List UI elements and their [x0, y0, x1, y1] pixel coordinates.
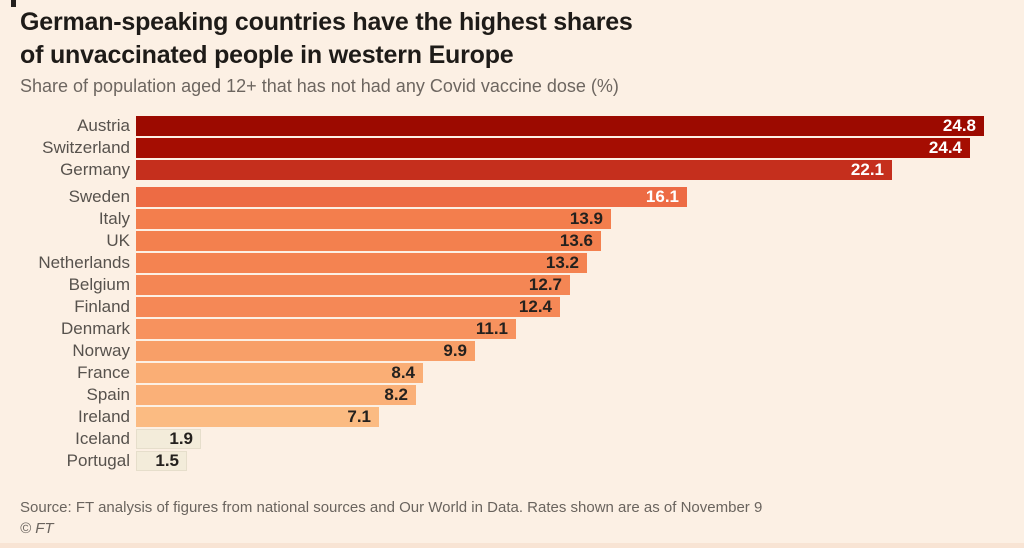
bar-track: 12.4 — [136, 297, 1024, 317]
bar-value-label: 22.1 — [850, 160, 884, 179]
source-note: Source: FT analysis of figures from nati… — [20, 499, 763, 516]
bar-value-label: 16.1 — [645, 187, 679, 206]
bar-germany: 22.1 — [136, 160, 892, 180]
bar-value-label: 1.5 — [155, 451, 179, 470]
bar-norway: 9.9 — [136, 341, 475, 361]
bar-value-label: 24.8 — [942, 116, 976, 135]
bar-italy: 13.9 — [136, 209, 611, 229]
chart-row-switzerland: Switzerland 24.4 — [0, 138, 1024, 158]
country-label: Italy — [98, 209, 130, 228]
bar-track: 1.9 — [136, 429, 1024, 449]
bar-value-label: 13.9 — [569, 209, 603, 228]
country-label: Portugal — [66, 451, 130, 470]
bar-track: 24.4 — [136, 138, 1024, 158]
bar-france: 8.4 — [136, 363, 423, 383]
country-label: Ireland — [78, 407, 130, 426]
bar-value-label: 12.7 — [528, 275, 562, 294]
copyright-note: © FT — [20, 520, 54, 537]
bar-switzerland: 24.4 — [136, 138, 970, 158]
country-label: Netherlands — [38, 253, 130, 272]
chart-row-france: France 8.4 — [0, 363, 1024, 383]
bar-chart: Austria 24.8 Switzerland 24.4 Germany 22.1 Swe… — [0, 116, 1024, 473]
bar-value-label: 7.1 — [347, 407, 371, 426]
bar-track: 12.7 — [136, 275, 1024, 295]
bar-belgium: 12.7 — [136, 275, 570, 295]
bar-value-label: 8.4 — [391, 363, 415, 382]
screen-artifact — [11, 0, 16, 7]
bar-track: 8.4 — [136, 363, 1024, 383]
bar-value-label: 12.4 — [518, 297, 552, 316]
chart-row-netherlands: Netherlands 13.2 — [0, 253, 1024, 273]
chart-row-sweden: Sweden 16.1 — [0, 187, 1024, 207]
bar-track: 22.1 — [136, 160, 1024, 180]
chart-row-finland: Finland 12.4 — [0, 297, 1024, 317]
country-label: France — [77, 363, 130, 382]
bar-track: 7.1 — [136, 407, 1024, 427]
bar-netherlands: 13.2 — [136, 253, 587, 273]
bar-value-label: 8.2 — [384, 385, 408, 404]
chart-row-italy: Italy 13.9 — [0, 209, 1024, 229]
bar-austria: 24.8 — [136, 116, 984, 136]
country-label: Iceland — [75, 429, 130, 448]
chart-row-denmark: Denmark 11.1 — [0, 319, 1024, 339]
bar-denmark: 11.1 — [136, 319, 516, 339]
country-label: Germany — [60, 160, 130, 179]
bar-track: 9.9 — [136, 341, 1024, 361]
bar-spain: 8.2 — [136, 385, 416, 405]
bar-value-label: 13.6 — [559, 231, 593, 250]
bar-track: 13.6 — [136, 231, 1024, 251]
country-label: Denmark — [61, 319, 130, 338]
chart-row-spain: Spain 8.2 — [0, 385, 1024, 405]
bar-value-label: 1.9 — [169, 429, 193, 448]
chart-row-ireland: Ireland 7.1 — [0, 407, 1024, 427]
bar-track: 8.2 — [136, 385, 1024, 405]
bar-track: 11.1 — [136, 319, 1024, 339]
bar-uk: 13.6 — [136, 231, 601, 251]
bar-ireland: 7.1 — [136, 407, 379, 427]
bottom-edge-strip — [0, 543, 1024, 548]
chart-title-line2: of unvaccinated people in western Europe — [20, 41, 514, 69]
chart-title-line1: German-speaking countries have the highe… — [20, 8, 633, 36]
bar-iceland: 1.9 — [136, 429, 201, 449]
country-label: Sweden — [68, 187, 130, 206]
chart-row-germany: Germany 22.1 — [0, 160, 1024, 180]
bar-track: 13.2 — [136, 253, 1024, 273]
country-label: Belgium — [68, 275, 130, 294]
bar-finland: 12.4 — [136, 297, 560, 317]
chart-row-iceland: Iceland 1.9 — [0, 429, 1024, 449]
chart-subtitle: Share of population aged 12+ that has no… — [20, 76, 619, 96]
country-label: Finland — [74, 297, 130, 316]
chart-row-austria: Austria 24.8 — [0, 116, 1024, 136]
chart-row-portugal: Portugal 1.5 — [0, 451, 1024, 471]
bar-track: 13.9 — [136, 209, 1024, 229]
country-label: Austria — [77, 116, 130, 135]
chart-title: German-speaking countries have the highe… — [20, 6, 1004, 72]
country-label: Spain — [86, 385, 130, 404]
bar-sweden: 16.1 — [136, 187, 687, 207]
bar-portugal: 1.5 — [136, 451, 187, 471]
bar-track: 16.1 — [136, 187, 1024, 207]
bar-track: 1.5 — [136, 451, 1024, 471]
bar-value-label: 9.9 — [443, 341, 467, 360]
bar-value-label: 13.2 — [545, 253, 579, 272]
bar-track: 24.8 — [136, 116, 1024, 136]
country-label: Switzerland — [42, 138, 130, 157]
country-label: Norway — [72, 341, 130, 360]
country-label: UK — [106, 231, 130, 250]
chart-row-uk: UK 13.6 — [0, 231, 1024, 251]
chart-row-norway: Norway 9.9 — [0, 341, 1024, 361]
bar-value-label: 24.4 — [928, 138, 962, 157]
chart-row-belgium: Belgium 12.7 — [0, 275, 1024, 295]
bar-value-label: 11.1 — [475, 319, 508, 338]
